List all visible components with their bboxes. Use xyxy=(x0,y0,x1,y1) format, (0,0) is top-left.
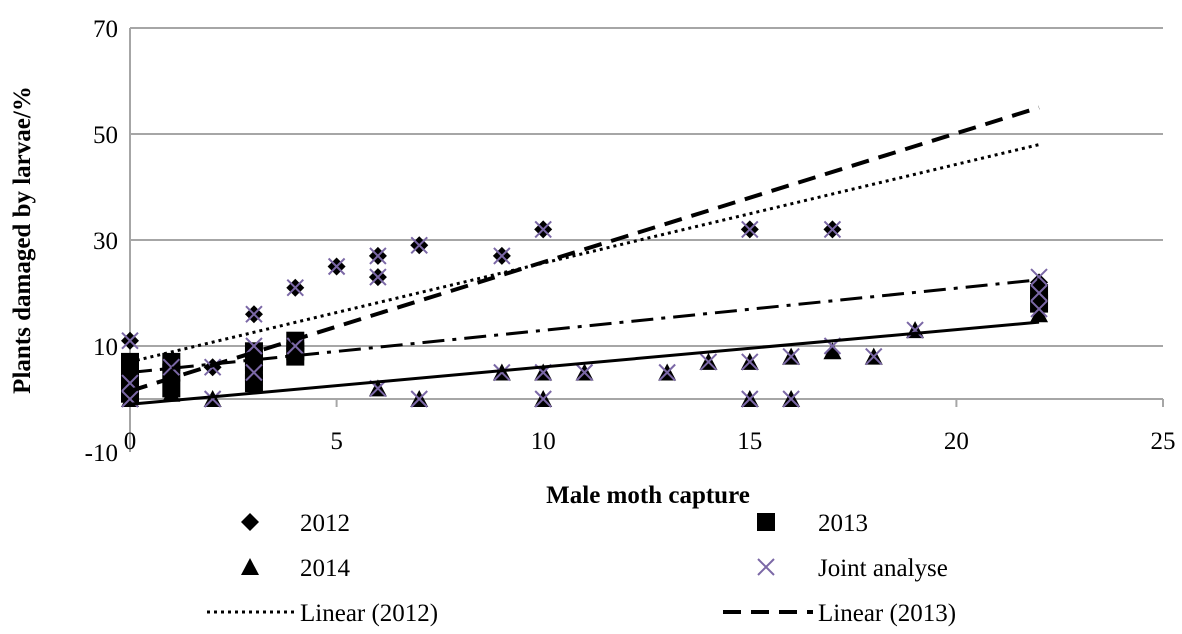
x-marker xyxy=(865,347,883,366)
y-tick-label: -10 xyxy=(85,440,118,467)
x-marker xyxy=(823,220,842,239)
trend-line xyxy=(129,143,1040,364)
trend-line xyxy=(129,105,1040,393)
x-marker xyxy=(1030,284,1048,302)
x-axis-label: Male moth capture xyxy=(546,482,750,509)
triangle-marker xyxy=(1030,305,1049,323)
x-marker xyxy=(757,558,775,576)
trend-line xyxy=(129,320,1040,406)
y-axis-label: Plants damaged by larvae/% xyxy=(9,86,36,394)
legend-label: Linear (2012) xyxy=(300,600,438,627)
x-marker xyxy=(245,305,263,323)
x-marker xyxy=(741,220,759,239)
x-marker xyxy=(1030,300,1048,318)
y-tick-label: 70 xyxy=(93,16,118,43)
legend-label: Joint analyse xyxy=(818,555,948,582)
square-marker xyxy=(757,513,775,531)
x-marker xyxy=(906,321,924,339)
x-tick-label: 25 xyxy=(1151,428,1176,455)
x-marker xyxy=(369,268,387,286)
x-marker xyxy=(534,220,552,239)
legend-label: 2014 xyxy=(300,555,351,582)
x-marker xyxy=(162,358,181,376)
diamond-marker xyxy=(241,513,259,531)
x-marker xyxy=(493,363,511,382)
legend-label: 2012 xyxy=(300,510,350,537)
x-marker xyxy=(741,353,759,371)
x-marker xyxy=(658,363,676,382)
x-marker xyxy=(121,331,139,350)
x-marker xyxy=(410,236,428,255)
x-tick-label: 10 xyxy=(531,428,556,455)
x-marker xyxy=(493,247,511,265)
x-marker xyxy=(203,390,222,408)
x-marker xyxy=(575,363,594,382)
x-marker xyxy=(782,390,800,408)
y-tick-label: 10 xyxy=(93,334,118,361)
x-marker xyxy=(369,247,387,265)
x-tick-label: 15 xyxy=(737,428,762,455)
x-marker xyxy=(1030,268,1048,286)
triangle-marker xyxy=(241,558,259,575)
legend-label: Linear (2013) xyxy=(818,600,956,627)
trend-line xyxy=(129,278,1040,374)
triangle-marker xyxy=(162,384,181,402)
triangle-marker xyxy=(244,368,263,386)
triangle-marker xyxy=(823,342,842,360)
x-marker xyxy=(782,347,800,366)
y-tick-label: 50 xyxy=(93,122,118,149)
x-tick-label: 20 xyxy=(944,428,969,455)
legend-label: 2013 xyxy=(818,510,868,537)
x-marker xyxy=(534,390,552,408)
x-tick-label: 0 xyxy=(124,428,137,455)
y-tick-label: 30 xyxy=(93,228,118,255)
x-marker xyxy=(741,390,759,408)
x-marker xyxy=(286,337,304,355)
x-tick-label: 5 xyxy=(330,428,343,455)
x-marker xyxy=(286,278,304,297)
square-marker xyxy=(286,347,305,366)
x-marker xyxy=(327,257,346,276)
x-marker xyxy=(699,353,718,371)
x-marker xyxy=(245,363,263,382)
x-marker xyxy=(410,390,428,408)
x-marker xyxy=(245,337,263,355)
